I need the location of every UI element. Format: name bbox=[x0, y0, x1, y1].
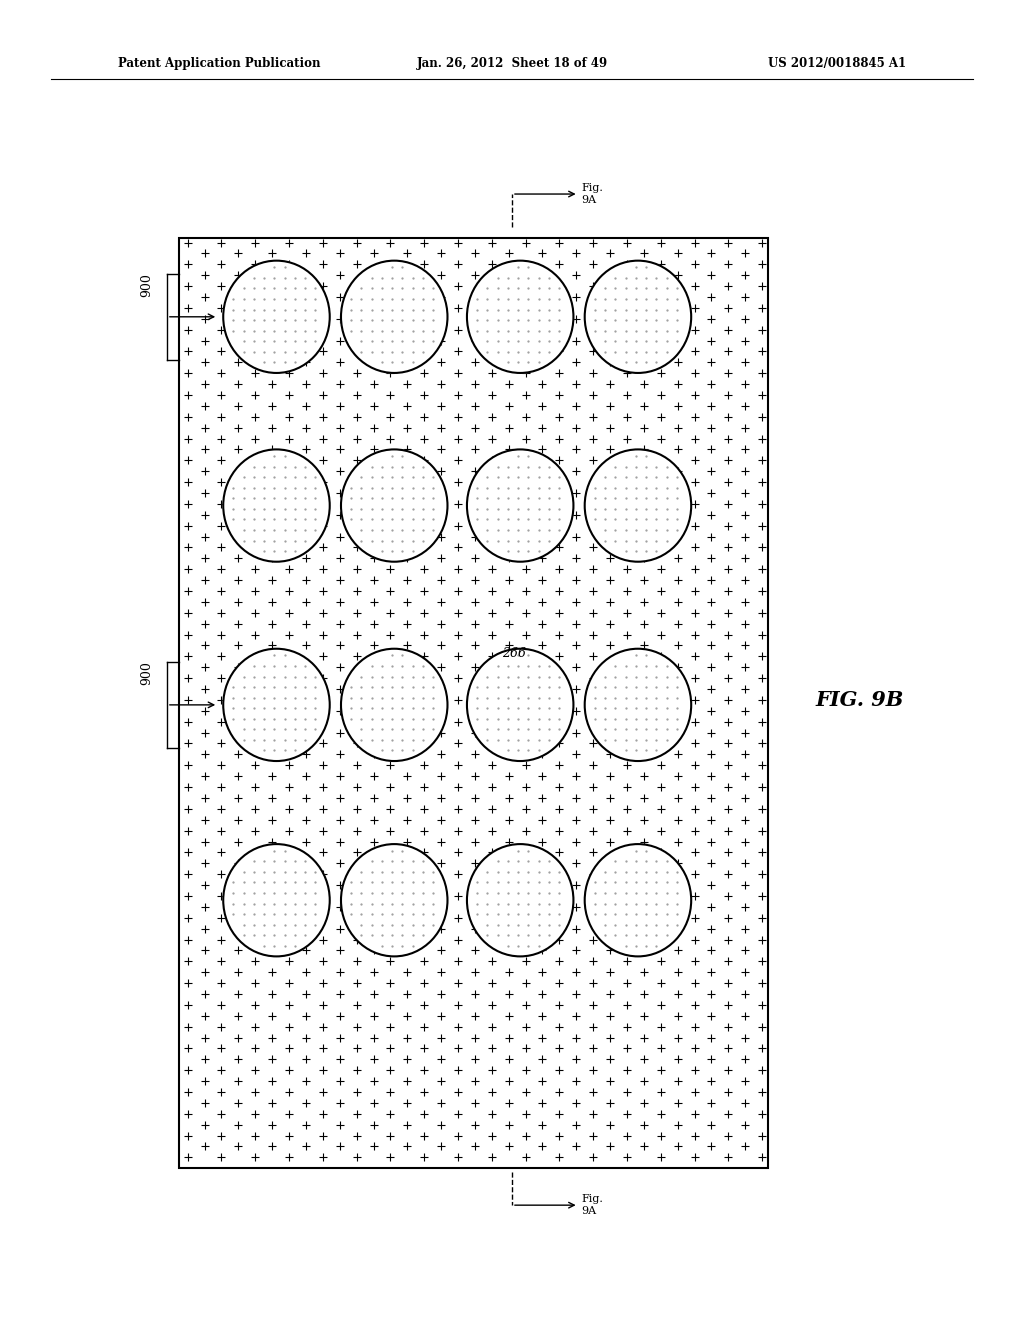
Ellipse shape bbox=[223, 449, 330, 562]
Text: 266: 266 bbox=[502, 647, 525, 660]
Ellipse shape bbox=[467, 843, 573, 957]
Text: Fig.
9A: Fig. 9A bbox=[582, 183, 603, 205]
Text: US 2012/0018845 A1: US 2012/0018845 A1 bbox=[768, 57, 906, 70]
Bar bbox=[179, 238, 768, 1168]
Ellipse shape bbox=[585, 260, 691, 374]
Text: 900: 900 bbox=[140, 661, 154, 685]
Ellipse shape bbox=[585, 843, 691, 957]
Text: 900: 900 bbox=[140, 273, 154, 297]
Ellipse shape bbox=[467, 449, 573, 562]
Ellipse shape bbox=[341, 449, 447, 562]
Ellipse shape bbox=[585, 449, 691, 562]
Ellipse shape bbox=[341, 843, 447, 957]
Ellipse shape bbox=[223, 648, 330, 762]
Ellipse shape bbox=[341, 648, 447, 762]
Text: FIG. 9B: FIG. 9B bbox=[816, 689, 904, 710]
Text: Fig.
9A: Fig. 9A bbox=[582, 1195, 603, 1216]
Ellipse shape bbox=[223, 260, 330, 374]
Text: Jan. 26, 2012  Sheet 18 of 49: Jan. 26, 2012 Sheet 18 of 49 bbox=[417, 57, 607, 70]
Ellipse shape bbox=[467, 648, 573, 762]
Ellipse shape bbox=[341, 260, 447, 374]
Ellipse shape bbox=[467, 260, 573, 374]
Ellipse shape bbox=[223, 843, 330, 957]
Ellipse shape bbox=[585, 648, 691, 762]
Text: Patent Application Publication: Patent Application Publication bbox=[118, 57, 321, 70]
